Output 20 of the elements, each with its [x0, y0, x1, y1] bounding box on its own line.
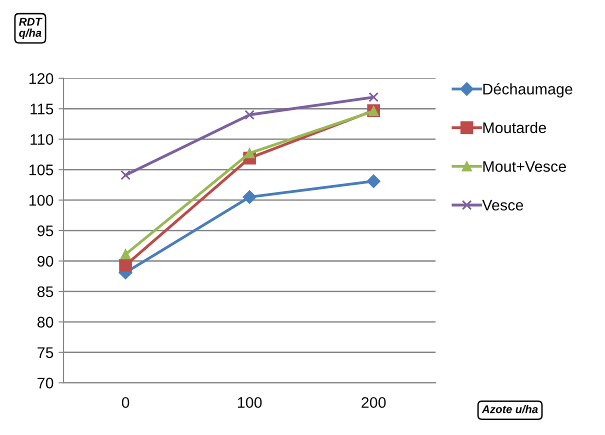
legend-label: Mout+Vesce [483, 161, 566, 172]
y-tick-label: 95 [38, 225, 54, 236]
y-tick-label: 75 [38, 347, 54, 358]
x-tick-label: 200 [362, 397, 386, 408]
legend-label: Vesce [482, 200, 524, 211]
y-tick-label: 80 [37, 316, 54, 328]
legend-label: Déchaumage [483, 83, 572, 98]
x-axis-title: Azote u/ha [482, 405, 538, 414]
y-tick-label: 70 [38, 378, 54, 388]
y-tick-label: 85 [37, 286, 54, 298]
y-axis-title: RDT q/ha [19, 18, 42, 40]
y-tick-label: 90 [38, 256, 54, 267]
y-tick-label: 115 [30, 104, 54, 114]
y-tick-label: 110 [30, 134, 54, 145]
x-tick-label: 100 [238, 397, 262, 408]
y-tick-label: 120 [29, 73, 54, 84]
x-tick-label: 0 [122, 397, 130, 408]
y-tick-label: 105 [29, 164, 54, 176]
y-tick-label: 100 [29, 194, 54, 206]
legend-label: Moutarde [483, 122, 546, 134]
